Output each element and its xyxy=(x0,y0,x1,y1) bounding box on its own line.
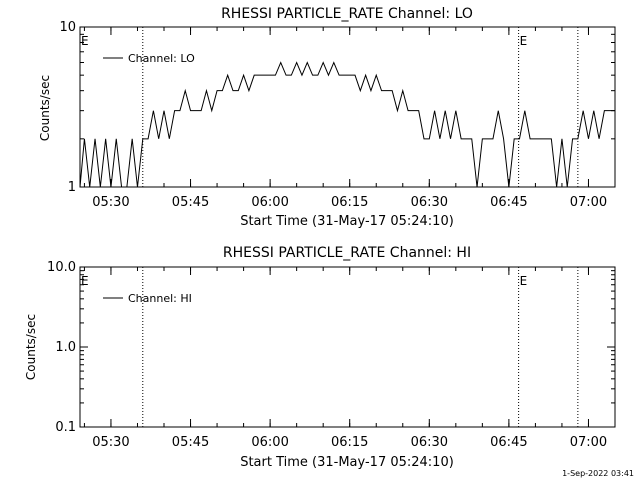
x-tick-label: 05:45 xyxy=(172,195,209,210)
x-tick-label: 07:00 xyxy=(570,195,607,210)
x-tick-label: 06:00 xyxy=(251,435,288,450)
legend-label: Channel: HI xyxy=(128,292,192,305)
x-tick-label: 06:45 xyxy=(490,195,527,210)
y-axis-label-hi: Counts/sec xyxy=(24,314,38,380)
y-tick-label: 10 xyxy=(59,20,76,35)
x-tick-label: 06:00 xyxy=(251,195,288,210)
x-tick-label: 06:30 xyxy=(411,195,448,210)
lo-channel-panel: RHESSI PARTICLE_RATE Channel: LO Counts/… xyxy=(38,6,616,229)
event-marker-label: E xyxy=(81,34,89,48)
plot-frame xyxy=(79,266,616,428)
legend-label: Channel: LO xyxy=(128,52,195,65)
event-marker-label: E xyxy=(520,274,528,288)
x-axis-label-lo: Start Time (31-May-17 05:24:10) xyxy=(240,214,454,229)
chart-title-lo: RHESSI PARTICLE_RATE Channel: LO xyxy=(221,6,473,22)
plot-frame xyxy=(79,26,616,188)
y-axis-label-lo: Counts/sec xyxy=(38,75,52,141)
y-tick-label: 10.0 xyxy=(47,260,76,275)
hi-channel-panel: RHESSI PARTICLE_RATE Channel: HI Counts/… xyxy=(24,245,616,470)
y-tick-label: 0.1 xyxy=(55,420,76,435)
y-tick-label: 1 xyxy=(68,180,76,195)
footer-timestamp: 1-Sep-2022 03:41 xyxy=(562,469,634,478)
event-marker-label: E xyxy=(81,274,89,288)
event-marker-label: E xyxy=(520,34,528,48)
series-line-channel-lo xyxy=(80,61,615,187)
x-tick-label: 05:30 xyxy=(92,435,129,450)
chart-title-hi: RHESSI PARTICLE_RATE Channel: HI xyxy=(223,245,471,261)
x-tick-label: 06:30 xyxy=(411,435,448,450)
x-tick-label: 05:30 xyxy=(92,195,129,210)
x-tick-label: 06:15 xyxy=(331,195,368,210)
y-tick-label: 1.0 xyxy=(55,340,76,355)
x-tick-label: 05:45 xyxy=(172,435,209,450)
x-axis-label-hi: Start Time (31-May-17 05:24:10) xyxy=(240,455,454,470)
x-tick-label: 07:00 xyxy=(570,435,607,450)
x-tick-label: 06:45 xyxy=(490,435,527,450)
x-tick-label: 06:15 xyxy=(331,435,368,450)
